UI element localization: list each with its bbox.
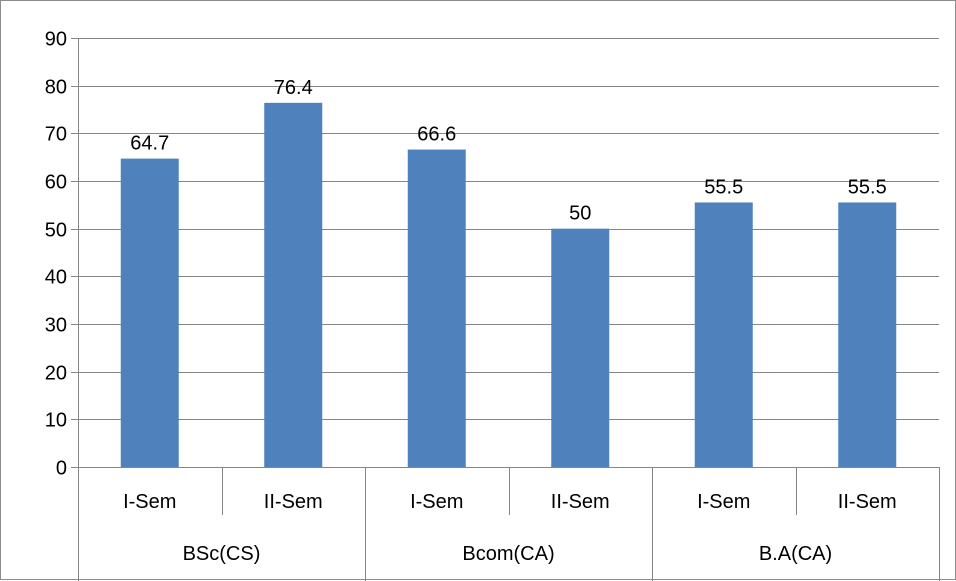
y-tick-label: 70 bbox=[45, 124, 67, 146]
category-label: I-Sem bbox=[697, 491, 750, 513]
y-tick-label: 40 bbox=[45, 267, 67, 289]
axes bbox=[71, 38, 940, 581]
data-label: 64.7 bbox=[130, 133, 169, 155]
group-label: B.A(CA) bbox=[759, 543, 832, 565]
data-labels: 64.7 76.4 66.6 50 55.5 55.5 bbox=[130, 77, 886, 225]
y-tick-label: 50 bbox=[45, 220, 67, 242]
bar bbox=[694, 202, 753, 467]
y-tick-label: 10 bbox=[45, 410, 67, 432]
data-label: 66.6 bbox=[417, 124, 456, 146]
category-label: II-Sem bbox=[551, 491, 610, 513]
category-label: I-Sem bbox=[123, 491, 176, 513]
y-tick-label: 60 bbox=[45, 172, 67, 194]
bar bbox=[551, 228, 610, 467]
category-label: II-Sem bbox=[838, 491, 897, 513]
bar bbox=[838, 202, 897, 467]
data-label: 76.4 bbox=[274, 77, 313, 99]
y-tick-labels: 0 10 20 30 40 50 60 70 80 90 bbox=[45, 29, 67, 480]
data-label: 50 bbox=[569, 203, 591, 225]
category-label: I-Sem bbox=[410, 491, 463, 513]
category-label: II-Sem bbox=[264, 491, 323, 513]
group-label: Bcom(CA) bbox=[462, 543, 554, 565]
bar bbox=[120, 158, 179, 467]
x-category-labels: I-Sem II-Sem I-Sem II-Sem I-Sem II-Sem BSc(CS)… bbox=[123, 491, 897, 565]
group-label: BSc(CS) bbox=[183, 543, 261, 565]
bar bbox=[264, 102, 323, 468]
y-tick-label: 20 bbox=[45, 363, 67, 385]
data-label: 55.5 bbox=[848, 176, 887, 198]
y-tick-label: 80 bbox=[45, 77, 67, 99]
data-label: 55.5 bbox=[704, 176, 743, 198]
y-tick-label: 90 bbox=[45, 29, 67, 51]
gridlines bbox=[78, 38, 939, 420]
y-tick-label: 30 bbox=[45, 315, 67, 337]
bar bbox=[407, 149, 466, 468]
y-tick-label: 0 bbox=[56, 458, 67, 480]
bars bbox=[120, 102, 897, 468]
